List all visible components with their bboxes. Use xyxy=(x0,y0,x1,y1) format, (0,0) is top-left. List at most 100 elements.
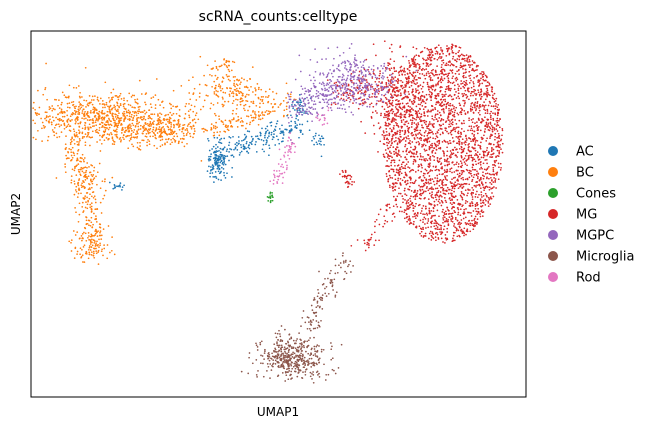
point xyxy=(380,112,382,115)
point xyxy=(484,204,487,206)
point xyxy=(470,92,472,95)
point xyxy=(414,160,417,163)
point xyxy=(438,184,441,187)
point xyxy=(402,55,404,58)
point xyxy=(423,68,426,71)
point xyxy=(400,136,402,138)
point xyxy=(410,146,412,149)
point xyxy=(155,78,158,80)
point xyxy=(306,120,309,123)
point xyxy=(480,161,482,163)
point xyxy=(137,122,139,125)
point xyxy=(447,77,450,80)
point xyxy=(447,79,450,82)
point xyxy=(96,98,99,101)
point xyxy=(318,142,321,145)
point xyxy=(77,116,79,119)
point xyxy=(445,54,448,57)
point xyxy=(480,141,482,144)
point xyxy=(396,132,398,135)
point xyxy=(380,87,382,89)
point xyxy=(468,171,470,174)
point xyxy=(231,118,233,121)
point xyxy=(249,77,251,80)
point xyxy=(473,184,476,187)
point xyxy=(122,105,125,108)
point xyxy=(128,115,131,118)
point xyxy=(409,219,411,222)
point xyxy=(398,138,401,141)
point xyxy=(105,123,108,126)
point xyxy=(252,110,254,112)
point xyxy=(431,231,434,233)
point xyxy=(102,254,104,257)
point xyxy=(135,133,138,136)
point xyxy=(459,226,461,229)
point xyxy=(406,102,409,105)
point xyxy=(139,111,142,114)
point xyxy=(428,175,431,177)
point xyxy=(48,108,51,111)
point xyxy=(414,83,417,86)
point xyxy=(408,204,411,206)
point xyxy=(74,113,77,115)
point xyxy=(422,81,425,84)
point xyxy=(79,237,81,240)
point xyxy=(313,137,316,140)
point xyxy=(188,114,190,117)
point xyxy=(405,174,408,177)
point xyxy=(78,138,81,140)
point xyxy=(481,204,484,207)
point xyxy=(428,212,431,215)
point xyxy=(500,166,502,169)
point xyxy=(237,115,240,118)
point xyxy=(76,135,79,138)
point xyxy=(235,112,238,115)
point xyxy=(374,87,377,90)
point xyxy=(407,135,410,137)
point xyxy=(76,250,79,253)
point xyxy=(403,110,406,113)
point xyxy=(189,98,192,101)
point xyxy=(414,146,417,149)
point xyxy=(130,127,133,130)
point xyxy=(480,156,483,159)
point xyxy=(225,74,228,76)
point xyxy=(435,198,438,201)
point xyxy=(404,156,407,158)
point xyxy=(471,121,474,124)
point xyxy=(420,113,423,116)
point xyxy=(474,203,477,206)
point xyxy=(455,154,457,157)
point xyxy=(465,97,468,99)
point xyxy=(95,221,98,223)
point xyxy=(70,101,73,104)
point xyxy=(480,97,482,100)
point xyxy=(223,160,226,163)
point xyxy=(436,93,439,95)
point xyxy=(476,221,478,224)
point xyxy=(385,175,388,178)
point xyxy=(218,65,221,68)
point xyxy=(448,197,451,200)
point xyxy=(442,108,445,110)
point xyxy=(221,87,224,90)
point xyxy=(450,218,452,220)
point xyxy=(208,155,210,158)
point xyxy=(462,85,465,88)
point xyxy=(457,213,459,216)
point xyxy=(400,79,402,82)
point xyxy=(252,102,254,104)
point xyxy=(217,178,220,181)
point xyxy=(415,127,418,130)
point xyxy=(495,159,498,162)
point xyxy=(222,98,224,100)
point xyxy=(485,122,488,124)
point xyxy=(416,116,418,119)
point xyxy=(133,136,136,139)
point xyxy=(429,165,431,167)
point xyxy=(223,130,226,133)
point xyxy=(425,212,428,215)
point xyxy=(414,205,416,208)
point xyxy=(159,139,162,142)
